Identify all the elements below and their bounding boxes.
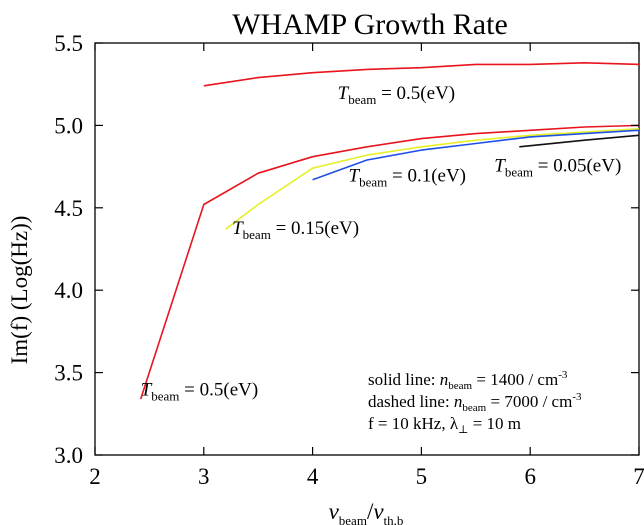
x-tick-label: 7 xyxy=(633,464,644,489)
label-value: = 0.15(eV) xyxy=(271,218,359,239)
xlabel-slash: / xyxy=(367,499,374,524)
legend-line-1: solid line: nbeam = 1400 / cm-3 xyxy=(368,369,568,392)
plot-border xyxy=(94,42,640,456)
label-subscript: beam xyxy=(348,92,376,107)
label-value: = 0.5(eV) xyxy=(179,380,258,401)
legend-value: = 10 m xyxy=(468,414,521,433)
y-tick-label: 5.0 xyxy=(54,113,83,138)
y-tick-label: 3.0 xyxy=(54,443,83,468)
legend-var: n xyxy=(440,370,449,389)
label-subscript: beam xyxy=(151,389,179,404)
y-axis-label: Im(f) (Log(Hz)) xyxy=(7,216,32,365)
series-label-4: Tbeam = 0.15(eV) xyxy=(232,218,359,242)
series-layer xyxy=(139,61,640,400)
series-line-3 xyxy=(225,127,640,230)
legend-subscript: ⊥ xyxy=(458,424,468,436)
label-var: T xyxy=(141,380,153,401)
y-tick-label: 4.5 xyxy=(54,196,83,221)
series-line-1 xyxy=(203,61,640,87)
series-line-2 xyxy=(139,124,640,400)
legend-value: = 1400 / cm xyxy=(472,370,558,389)
plot-frame xyxy=(94,42,640,456)
x-tick-label: 6 xyxy=(524,464,536,489)
xlabel-den-subscript: th,b xyxy=(384,513,404,525)
annotation-layer: Tbeam = 0.5(eV)Tbeam = 0.1(eV) Tbeam = 0.… xyxy=(141,83,622,404)
label-var: T xyxy=(494,156,506,177)
series-label-3: Tbeam = 0.05(eV) xyxy=(494,156,621,180)
series-label-2: Tbeam = 0.1(eV) xyxy=(349,165,467,189)
legend-text: f = 10 kHz, λ xyxy=(368,414,459,433)
label-var: T xyxy=(349,165,361,186)
xlabel-den: v xyxy=(373,499,384,524)
label-subscript: beam xyxy=(359,174,387,189)
series-line-5 xyxy=(519,134,640,148)
label-value: = 0.05(eV) xyxy=(533,156,621,177)
xlabel-var: v xyxy=(329,499,340,524)
legend-subscript: beam xyxy=(462,402,486,414)
legend-superscript: -3 xyxy=(558,369,568,381)
y-tick-label: 3.5 xyxy=(54,361,83,386)
legend-line-2: dashed line: nbeam = 7000 / cm-3 xyxy=(368,391,582,414)
label-subscript: beam xyxy=(243,227,271,242)
label-var: T xyxy=(338,83,350,104)
x-tick-label: 2 xyxy=(89,464,101,489)
x-axis-label: vbeam/vth,b xyxy=(329,499,404,525)
series-line-4 xyxy=(312,129,640,181)
chart-title: WHAMP Growth Rate xyxy=(232,8,508,41)
ticks-layer: 2 3 4 5 6 7 3.0 3.5 4.0 4.5 5.0 5.5 xyxy=(54,31,644,489)
legend-var: n xyxy=(454,392,463,411)
label-value: = 0.5(eV) xyxy=(376,83,455,104)
legend-line-3: f = 10 kHz, λ⊥ = 10 m xyxy=(368,414,521,436)
label-subscript: beam xyxy=(505,165,533,180)
legend-value: = 7000 / cm xyxy=(486,392,572,411)
xlabel-subscript: beam xyxy=(339,513,367,525)
legend-text: dashed line: xyxy=(368,392,454,411)
y-tick-label: 5.5 xyxy=(54,31,83,56)
x-tick-label: 5 xyxy=(416,464,428,489)
series-label-1: Tbeam = 0.5(eV) xyxy=(338,83,456,107)
y-tick-label: 4.0 xyxy=(54,278,83,303)
label-value: = 0.1(eV) xyxy=(387,165,466,186)
legend-subscript: beam xyxy=(448,380,472,392)
legend-superscript: -3 xyxy=(572,391,582,403)
label-var: T xyxy=(232,218,244,239)
legend-text: solid line: xyxy=(368,370,440,389)
x-tick-label: 4 xyxy=(307,464,319,489)
series-label-5: Tbeam = 0.5(eV) xyxy=(141,380,259,404)
x-tick-label: 3 xyxy=(198,464,210,489)
